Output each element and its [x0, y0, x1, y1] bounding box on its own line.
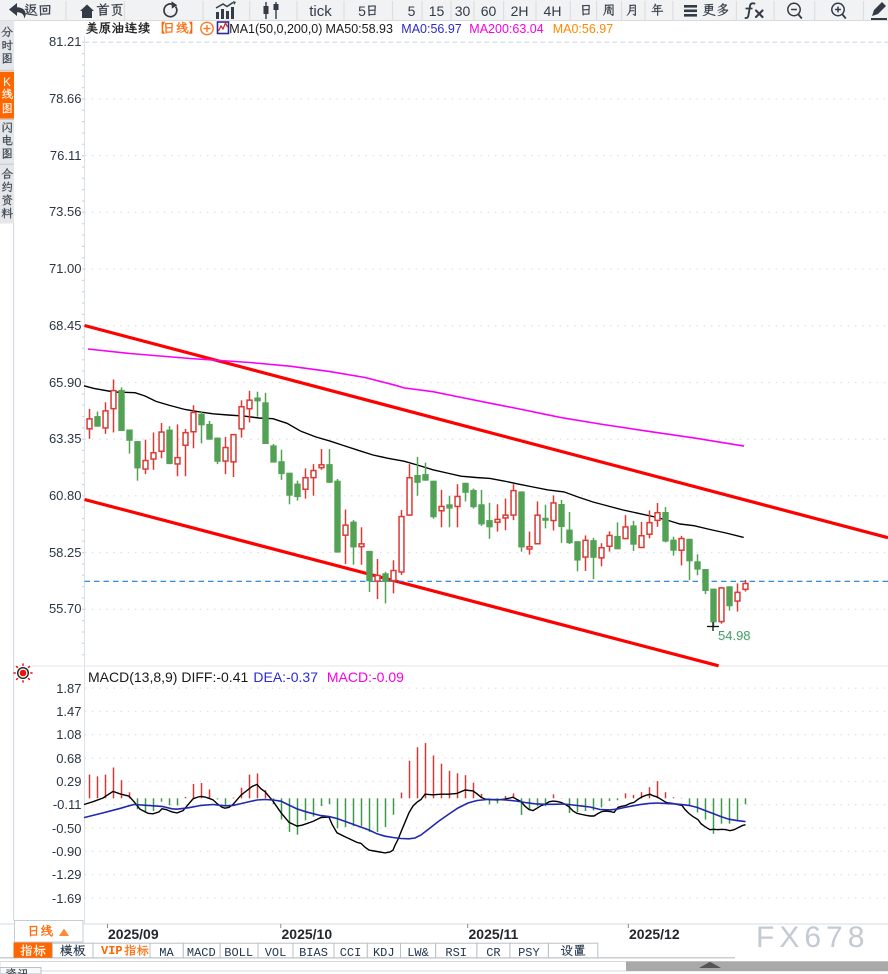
svg-text:VIP: VIP — [101, 944, 123, 958]
svg-text:K: K — [3, 77, 11, 89]
